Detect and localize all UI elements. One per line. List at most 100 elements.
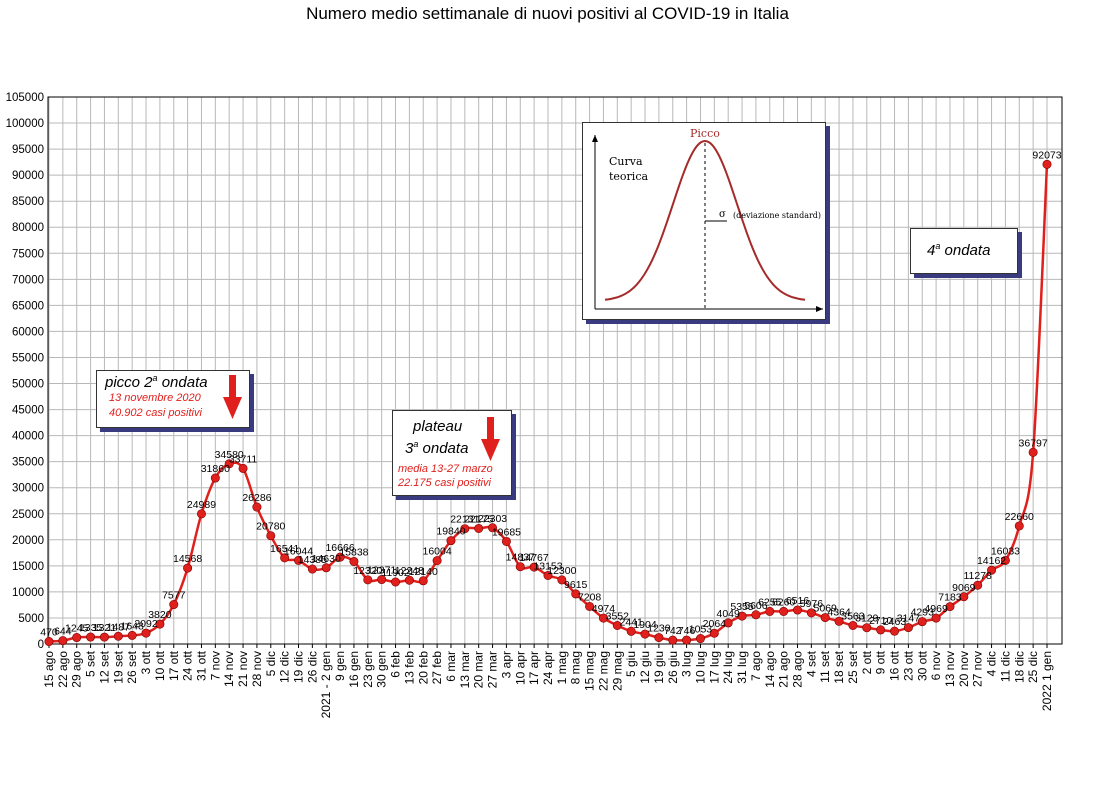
y-tick-label: 5000 bbox=[18, 613, 44, 625]
data-point bbox=[890, 626, 900, 636]
inset-theoretical-curve: Picco Curva teorica σ (deviazione standa… bbox=[582, 122, 826, 320]
data-point bbox=[474, 523, 484, 533]
data-label: 2064 bbox=[703, 618, 727, 630]
data-point bbox=[72, 633, 82, 643]
annotation-quarta: 4a ondata bbox=[910, 228, 1018, 274]
data-point bbox=[945, 602, 955, 612]
x-tick-label: 13 mar bbox=[458, 651, 472, 688]
data-label: 22660 bbox=[1005, 511, 1034, 523]
data-label: 13153 bbox=[533, 560, 562, 572]
data-point bbox=[515, 562, 525, 572]
data-point bbox=[238, 463, 248, 473]
x-tick-label: 27 nov bbox=[971, 651, 985, 687]
data-point bbox=[418, 576, 428, 586]
data-label: 6260 bbox=[772, 596, 796, 608]
x-tick-label: 22 mag bbox=[596, 651, 610, 691]
y-tick-label: 70000 bbox=[12, 274, 44, 286]
data-point bbox=[58, 636, 68, 646]
series-points bbox=[44, 159, 1052, 647]
data-label: 3563 bbox=[841, 610, 865, 622]
x-tick-label: 9 ott bbox=[874, 650, 888, 674]
x-tick-label: 20 feb bbox=[416, 651, 430, 685]
data-label: 16044 bbox=[284, 545, 313, 557]
data-point bbox=[335, 552, 345, 562]
data-point bbox=[127, 630, 137, 640]
x-tick-label: 10 apr bbox=[513, 651, 527, 685]
data-label: 12140 bbox=[409, 566, 438, 578]
x-tick-label: 14 ago bbox=[763, 651, 777, 688]
x-tick-label: 5 dic bbox=[264, 651, 278, 676]
data-point bbox=[862, 623, 872, 633]
x-tick-label: 5 giu bbox=[624, 651, 638, 677]
x-tick-label: 25 set bbox=[846, 650, 860, 683]
x-tick-label: 17 ott bbox=[167, 650, 181, 681]
data-point bbox=[571, 589, 581, 599]
quarta-title-post: ondata bbox=[940, 242, 991, 259]
inset-curve-label: Curva bbox=[609, 155, 643, 168]
data-label: 4293 bbox=[911, 607, 935, 619]
x-tick-label: 30 gen bbox=[375, 651, 389, 688]
data-point bbox=[751, 610, 761, 620]
data-point bbox=[959, 592, 969, 602]
plateau-cases: 22.175 casi positivi bbox=[398, 477, 491, 489]
data-label: 1904 bbox=[633, 619, 657, 631]
data-point bbox=[432, 556, 442, 566]
data-point bbox=[626, 626, 636, 636]
data-label: 26286 bbox=[242, 492, 271, 504]
data-point bbox=[349, 556, 359, 566]
x-tick-label: 14 nov bbox=[222, 651, 236, 687]
chart-title: Numero medio settimanale di nuovi positi… bbox=[306, 4, 789, 23]
data-label: 14767 bbox=[520, 552, 549, 564]
data-point bbox=[141, 628, 151, 638]
data-point bbox=[252, 502, 262, 512]
data-point bbox=[917, 617, 927, 627]
data-label: 3129 bbox=[855, 613, 879, 625]
x-tick-label: 27 feb bbox=[430, 651, 444, 685]
data-point bbox=[792, 605, 802, 615]
x-tick-label: 12 dic bbox=[278, 651, 292, 683]
y-tick-label: 100000 bbox=[6, 118, 44, 130]
x-tick-label: 19 giu bbox=[652, 651, 666, 684]
data-point bbox=[585, 601, 595, 611]
y-tick-label: 95000 bbox=[12, 144, 44, 156]
data-label: 1321 bbox=[93, 622, 117, 634]
picco-title: picco 2 bbox=[105, 374, 153, 391]
x-tick-label: 19 set bbox=[111, 650, 125, 683]
data-label: 16541 bbox=[270, 543, 299, 555]
x-tick-label: 7 ago bbox=[749, 651, 763, 681]
data-point bbox=[654, 633, 664, 643]
x-tick-label: 29 ago bbox=[70, 651, 84, 688]
data-point bbox=[598, 613, 608, 623]
data-point bbox=[876, 625, 886, 635]
x-axis: 15 ago 22 ago 29 ago 5 set 12 set 19 set 26 se… bbox=[42, 644, 1054, 718]
data-label: 7183 bbox=[938, 592, 962, 604]
x-tick-label: 10 ott bbox=[153, 650, 167, 681]
data-label: 470 bbox=[40, 627, 58, 639]
x-tick-label: 3 apr bbox=[499, 651, 513, 678]
annotation-plateau: plateau 3a ondata media 13-27 marzo 22.1… bbox=[392, 410, 512, 496]
x-tick-label: 24 lug bbox=[721, 651, 735, 684]
x-tick-label: 13 nov bbox=[943, 651, 957, 687]
data-label: 9615 bbox=[564, 579, 588, 591]
plateau-title: plateau bbox=[413, 418, 463, 435]
x-tick-label: 16 gen bbox=[347, 651, 361, 688]
plot-area-border bbox=[47, 96, 1063, 645]
data-point bbox=[293, 555, 303, 565]
x-tick-label: 6 feb bbox=[389, 651, 403, 678]
x-tick-label: 28 ago bbox=[791, 651, 805, 688]
y-tick-label: 50000 bbox=[12, 379, 44, 391]
data-label: 16666 bbox=[325, 542, 354, 554]
data-label: 3552 bbox=[606, 610, 630, 622]
data-point bbox=[280, 553, 290, 563]
x-tick-label: 22 ago bbox=[56, 651, 70, 688]
x-tick-label: 5 set bbox=[84, 650, 98, 677]
inset-curve-label-2: teorica bbox=[609, 170, 649, 183]
x-tick-label: 9 gen bbox=[333, 651, 347, 681]
x-tick-label: 12 giu bbox=[638, 651, 652, 684]
y-tick-label: 60000 bbox=[12, 326, 44, 338]
x-tick-label: 3 lug bbox=[680, 651, 694, 677]
data-point bbox=[44, 637, 54, 647]
data-label: 12248 bbox=[395, 565, 424, 577]
x-tick-label: 21 ago bbox=[777, 651, 791, 688]
